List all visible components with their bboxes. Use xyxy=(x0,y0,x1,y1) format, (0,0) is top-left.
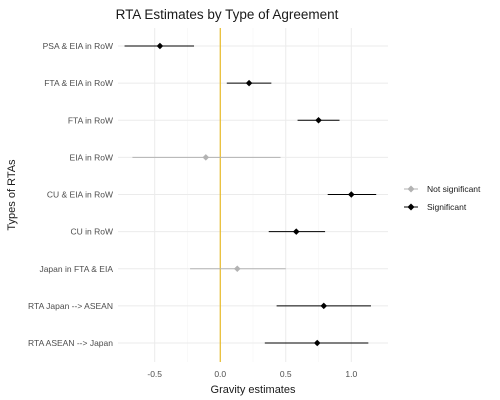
point-not-significant xyxy=(202,154,210,161)
y-tick-label: PSA & EIA in RoW xyxy=(43,41,113,51)
chart-title: RTA Estimates by Type of Agreement xyxy=(116,7,339,22)
legend-entry-significant: Significant xyxy=(404,202,467,212)
y-tick-labels: PSA & EIA in RoW FTA & EIA in RoW FTA in R… xyxy=(28,41,113,348)
point-significant xyxy=(156,42,164,50)
point-significant xyxy=(313,339,321,347)
y-tick-label: RTA Japan --> ASEAN xyxy=(28,301,113,311)
x-axis-title: Gravity estimates xyxy=(211,384,296,396)
point-significant xyxy=(348,191,355,198)
point-significant xyxy=(292,228,300,235)
x-tick-labels: -0.5 0.0 0.5 1.0 xyxy=(147,369,357,379)
x-tick-label: -0.5 xyxy=(147,369,162,379)
y-tick-label: FTA in RoW xyxy=(68,115,113,125)
y-tick-label: CU & EIA in RoW xyxy=(47,190,113,200)
points-group xyxy=(156,42,355,347)
legend-key-diamond-not-significant xyxy=(407,185,415,193)
legend: Not significant Significant xyxy=(404,184,481,212)
legend-label-not-significant: Not significant xyxy=(427,184,481,194)
y-tick-label: Japan in FTA & EIA xyxy=(39,264,113,274)
y-tick-label: FTA & EIA in RoW xyxy=(44,78,113,88)
x-tick-label: 0.0 xyxy=(214,369,226,379)
point-not-significant xyxy=(233,265,241,273)
y-tick-label: CU in RoW xyxy=(70,227,113,237)
y-tick-label: RTA ASEAN --> Japan xyxy=(28,338,113,348)
legend-entry-not-significant: Not significant xyxy=(404,184,481,194)
point-significant xyxy=(320,302,328,310)
x-tick-label: 1.0 xyxy=(345,369,357,379)
x-tick-label: 0.5 xyxy=(280,369,292,379)
legend-key-diamond-significant xyxy=(407,203,415,211)
point-significant xyxy=(315,116,322,124)
y-tick-label: EIA in RoW xyxy=(70,152,113,162)
point-significant xyxy=(245,79,253,87)
y-axis-title: Types of RTAs xyxy=(6,159,18,231)
legend-label-significant: Significant xyxy=(427,202,467,212)
